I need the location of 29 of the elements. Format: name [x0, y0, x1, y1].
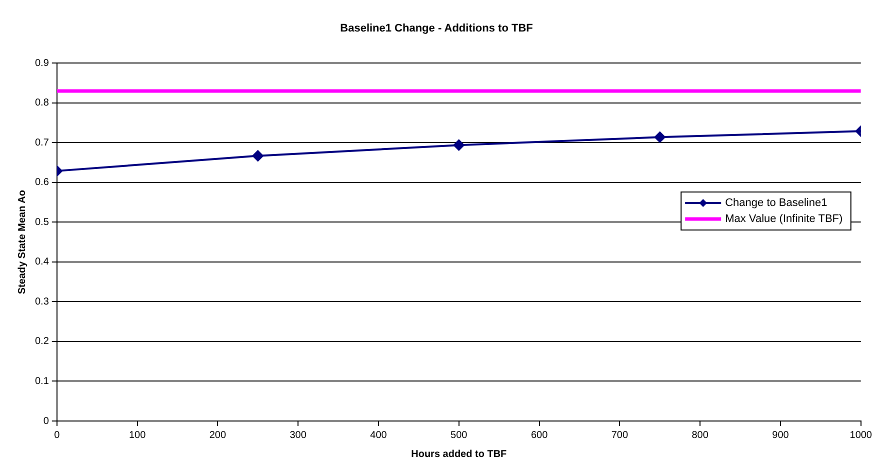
x-tick-label: 300 [290, 430, 307, 441]
point [252, 150, 264, 162]
x-tick-label: 400 [370, 430, 388, 441]
x-tick-label: 600 [530, 430, 548, 441]
y-tick-label: 0 [43, 416, 50, 427]
point [453, 140, 464, 151]
y-tick-label: 0.5 [34, 216, 50, 228]
x-tick-label: 500 [450, 430, 468, 441]
y-tick-label: 0.2 [34, 336, 50, 348]
chart-title: Baseline1 Change - Additions to TBF [340, 22, 534, 35]
x-tick-label: 200 [209, 430, 226, 441]
point [654, 132, 666, 143]
y-axis-title: Steady State Mean Ao [16, 190, 28, 294]
x-tick-label: 900 [772, 430, 790, 441]
x-tick-label: 0 [54, 430, 60, 441]
x-tick-label: 1000 [850, 430, 872, 441]
y-tick-label: 0.7 [34, 137, 50, 148]
legend-label: Max Value (Infinite TBF) [725, 213, 843, 226]
x-tick-label: 800 [692, 430, 709, 441]
y-tick-label: 0.4 [34, 256, 50, 268]
y-tick-label: 0.8 [34, 98, 50, 109]
x-tick-label: 700 [611, 430, 628, 441]
y-tick-label: 0.6 [34, 177, 50, 188]
legend-label: Change to Baseline1 [725, 197, 828, 210]
x-tick-label: 100 [128, 430, 146, 441]
y-tick-label: 0.9 [34, 58, 50, 69]
y-tick-label: 0.1 [34, 376, 50, 387]
x-axis-title: Hours added to TBF [411, 448, 507, 460]
y-tick-label: 0.3 [34, 296, 50, 308]
